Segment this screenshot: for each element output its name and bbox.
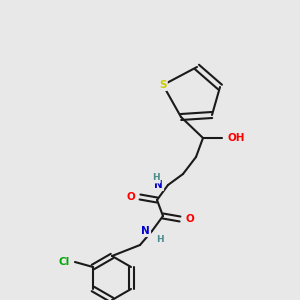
Text: O: O — [185, 214, 194, 224]
Text: H: H — [156, 235, 164, 244]
Text: H: H — [152, 173, 160, 182]
Text: Cl: Cl — [59, 257, 70, 267]
Text: OH: OH — [227, 133, 244, 143]
Text: N: N — [154, 180, 163, 190]
Text: S: S — [159, 80, 167, 90]
Text: O: O — [126, 192, 135, 202]
Text: N: N — [141, 226, 150, 236]
